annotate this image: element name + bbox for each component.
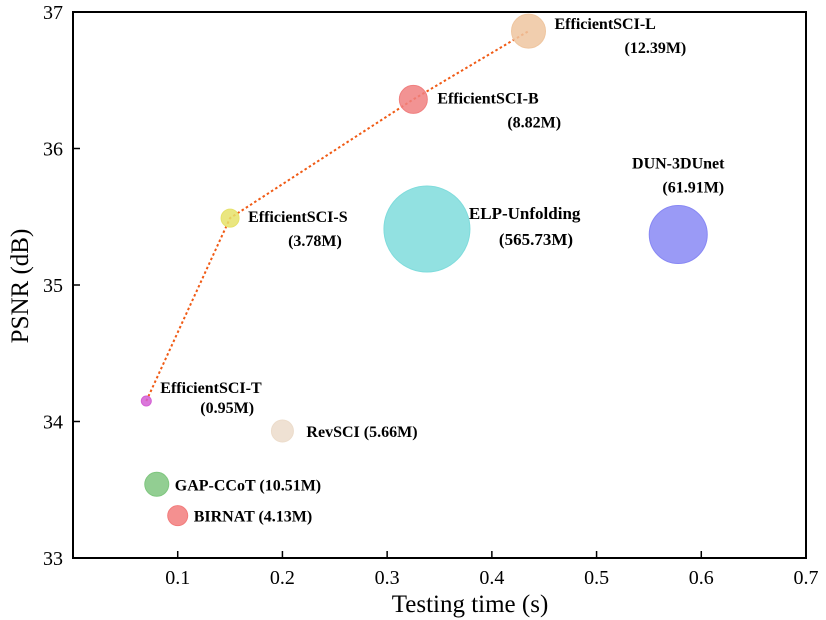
point-label-layer: EfficientSCI-T (0.95M) EfficientSCI-S (3.78… (160, 16, 725, 526)
bubble-revsci (270, 419, 294, 443)
bubble-gap-ccot (144, 471, 170, 497)
point-label-efficientsci-t: EfficientSCI-T (160, 380, 262, 397)
point-label-efficientsci-s: EfficientSCI-S (248, 209, 348, 226)
bubble-efficientsci-t (140, 395, 152, 407)
y-axis-title: PSNR (dB) (7, 229, 34, 344)
point-label-dun-3dunet-params: (61.91M) (662, 179, 724, 196)
point-label-efficientsci-s-params: (3.78M) (288, 233, 342, 250)
x-tick-label: 0.1 (165, 567, 190, 589)
x-axis-title: Testing time (s) (392, 591, 549, 618)
x-tick-label: 0.4 (479, 567, 504, 589)
y-tick-label: 33 (43, 548, 63, 570)
point-label-revsci: RevSCI (5.66M) (306, 424, 417, 441)
point-label-efficientsci-b: EfficientSCI-B (437, 90, 539, 107)
bubble-efficientsci-l (511, 13, 547, 49)
point-label-efficientsci-t-params: (0.95M) (200, 400, 254, 417)
y-tick-label: 35 (43, 275, 63, 297)
plot-background (73, 12, 806, 558)
x-tick-label: 0.5 (584, 567, 609, 589)
bubble-efficientsci-b (398, 84, 428, 114)
axes: 0.1 0.2 0.3 0.4 0.5 0.6 0.7 33 34 35 36 37 (43, 2, 819, 589)
point-label-dun-3dunet: DUN-3DUnet (632, 155, 725, 172)
trend-line-layer (145, 30, 530, 402)
y-tick-label: 37 (43, 2, 63, 24)
x-tick-label: 0.2 (270, 567, 295, 589)
point-label-elp-unfolding: ELP-Unfolding (469, 204, 581, 223)
bubble-efficientsci-s (220, 208, 240, 228)
efficientsci-trend-line (145, 30, 530, 402)
point-label-efficientsci-l: EfficientSCI-L (555, 16, 656, 33)
x-tick-label: 0.7 (794, 567, 819, 589)
point-label-efficientsci-b-params: (8.82M) (507, 114, 561, 131)
bubble-birnat (167, 505, 189, 527)
point-label-elp-unfolding-params: (565.73M) (499, 230, 573, 249)
bubble-dun-3dunet (648, 204, 708, 264)
bubble-elp-unfolding (383, 185, 471, 273)
point-label-gap-ccot: GAP-CCoT (10.51M) (175, 477, 321, 494)
point-label-birnat: BIRNAT (4.13M) (194, 509, 313, 526)
bubble-layer (140, 13, 708, 527)
x-tick-label: 0.3 (375, 567, 400, 589)
y-tick-label: 36 (43, 139, 63, 161)
plot-area (73, 12, 806, 558)
point-label-efficientsci-l-params: (12.39M) (625, 40, 687, 57)
x-tick-label: 0.6 (689, 567, 714, 589)
y-tick-label: 34 (43, 412, 63, 434)
